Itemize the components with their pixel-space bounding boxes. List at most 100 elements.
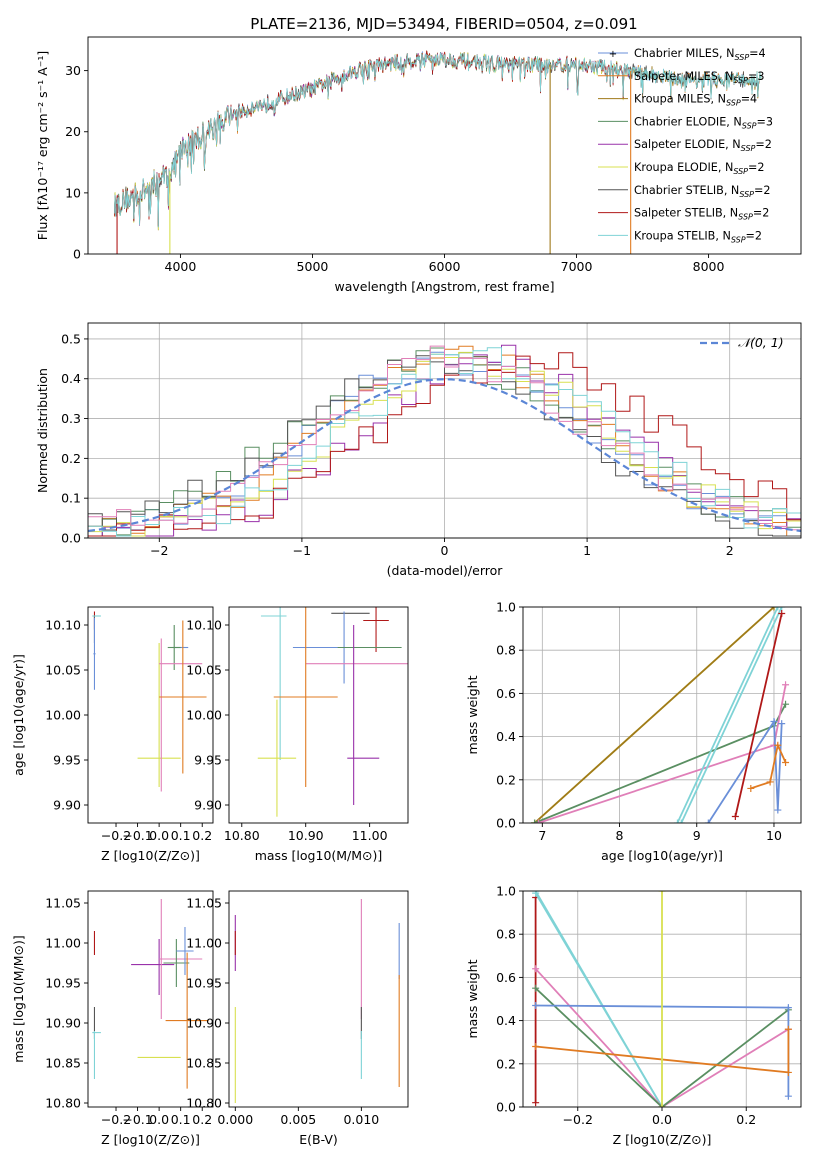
y-tick-label: 0.6 xyxy=(496,686,516,701)
y-axis-label: mass weight xyxy=(465,675,480,754)
plus-marker xyxy=(766,778,774,786)
plot-area xyxy=(88,344,801,538)
y-tick-label: 0.5 xyxy=(61,331,81,346)
legend-subscript: SSP xyxy=(734,53,749,62)
legend-subscript: SSP xyxy=(731,235,746,244)
y-axis-label: age [log10(age/yr)] xyxy=(11,654,26,776)
y-tick-label: 0.1 xyxy=(61,491,81,506)
x-tick-label: 0.1 xyxy=(171,1112,191,1127)
x-axis-label: (data-model)/error xyxy=(387,563,504,578)
x-tick-label: −0.2 xyxy=(563,1112,593,1127)
plus-marker xyxy=(731,813,739,821)
x-axis-label: Z [log10(Z/Z⊙)] xyxy=(101,848,200,863)
plus-marker xyxy=(774,806,782,814)
x-tick-label: 6000 xyxy=(429,259,461,274)
plus-marker xyxy=(532,891,540,897)
plus-marker xyxy=(778,607,786,611)
legend-value: =2 xyxy=(755,138,772,151)
y-tick-label: 10.85 xyxy=(186,1056,222,1071)
x-tick-label: 0.2 xyxy=(192,1112,212,1127)
legend-value: =2 xyxy=(748,161,765,174)
y-tick-label: 0.3 xyxy=(61,411,81,426)
mass-weight-line-4 xyxy=(534,987,789,1107)
errorbar-point-8 xyxy=(167,625,181,670)
x-tick-label: 10 xyxy=(766,828,782,843)
x-tick-label: 10.80 xyxy=(224,828,260,843)
y-tick-label: 0.8 xyxy=(496,643,516,658)
panel-3: 10.80 10.90 11.00 9.90 9.95 10.00 10.05 10.10 ma… xyxy=(186,606,409,863)
y-tick-label: 11.05 xyxy=(45,896,81,911)
y-tick-label: 10.90 xyxy=(45,1016,81,1031)
plus-marker xyxy=(704,819,712,823)
x-tick-label: 10.90 xyxy=(288,828,324,843)
y-tick-label: 0.8 xyxy=(496,927,516,942)
legend-label: Kroupa MILES, NSSP=4 xyxy=(634,93,757,108)
legend-subscript: SSP xyxy=(742,121,757,130)
plot-area xyxy=(257,607,408,817)
y-axis-label: Flux [fλ10⁻¹⁷ erg cm⁻² s⁻¹ A⁻¹] xyxy=(35,51,50,240)
x-tick-label: −0.1 xyxy=(122,828,152,843)
panel-5: −0.2−0.10.0 0.1 0.2 10.80 10.85 10.90 10.95 11.… xyxy=(11,890,214,1147)
x-tick-label: 5000 xyxy=(297,259,329,274)
plus-marker xyxy=(531,819,539,823)
legend-subscript: SSP xyxy=(726,99,741,108)
y-tick-label: 0.2 xyxy=(496,1056,516,1071)
panel-0: 4000 5000 6000 7000 8000 0 10 20 30 wavelength [A… xyxy=(35,36,802,294)
x-tick-label: 2 xyxy=(726,543,734,558)
plus-marker xyxy=(784,1025,792,1033)
panel-7: −0.2 0.0 0.2 0.0 0.2 0.4 0.6 0.8 1.0 Z [log10(Z/Z… xyxy=(465,884,802,1147)
legend-label: Chabrier ELODIE, NSSP=3 xyxy=(634,115,773,130)
mass-weight-line-1 xyxy=(533,607,775,823)
legend-subscript: SSP xyxy=(739,190,754,199)
legend-label: Salpeter ELODIE, NSSP=2 xyxy=(634,138,772,153)
plus-marker xyxy=(784,1068,792,1076)
mass-weight-line-5 xyxy=(676,607,779,823)
legend-value: =3 xyxy=(748,70,765,83)
y-axis-label: mass [log10(M/M⊙)] xyxy=(11,935,26,1063)
legend-label: Salpeter MILES, NSSP=3 xyxy=(634,70,765,85)
plus-marker xyxy=(782,681,790,689)
plus-marker xyxy=(778,609,786,617)
x-tick-label: 0.2 xyxy=(192,828,212,843)
legend-marker: + xyxy=(609,49,617,60)
x-tick-label: 4000 xyxy=(165,259,197,274)
axes-frame xyxy=(228,606,409,824)
y-tick-label: 11.05 xyxy=(186,896,222,911)
x-axis-label: Z [log10(Z/Z⊙)] xyxy=(101,1132,200,1147)
plus-marker xyxy=(784,1092,792,1100)
plus-marker xyxy=(532,1001,540,1009)
errorbar-point-2 xyxy=(93,617,96,690)
plus-marker xyxy=(778,720,786,728)
plus-marker xyxy=(658,1103,666,1107)
legend-subscript: SSP xyxy=(741,144,756,153)
y-tick-label: 0.0 xyxy=(61,531,81,546)
x-tick-label: 7 xyxy=(538,828,546,843)
y-tick-label: 10.10 xyxy=(45,618,81,633)
plus-marker xyxy=(747,784,755,792)
y-tick-label: 10.05 xyxy=(186,663,222,678)
x-tick-label: 0.005 xyxy=(280,1112,316,1127)
mass-weight-line-7 xyxy=(750,742,787,790)
panel-1: −2 −1 0 1 2 0.0 0.1 0.2 0.3 0.4 0.5 (data-model)/er… xyxy=(35,322,802,578)
x-tick-label: 7000 xyxy=(561,259,593,274)
legend-value: =4 xyxy=(749,47,766,60)
y-tick-label: 0.4 xyxy=(496,1013,516,1028)
spectrum-line-7 xyxy=(114,50,630,226)
legend-subscript: SSP xyxy=(733,76,748,85)
x-tick-label: −0.2 xyxy=(101,1112,131,1127)
plot-area xyxy=(114,50,762,254)
histogram-8 xyxy=(88,345,801,538)
mass-weight-line-3 xyxy=(534,968,789,1107)
x-tick-label: 0.2 xyxy=(736,1112,756,1127)
legend-value: =3 xyxy=(756,115,773,128)
y-tick-label: 1.0 xyxy=(496,600,516,615)
y-tick-label: 0.4 xyxy=(496,729,516,744)
x-axis-label: mass [log10(M/M⊙)] xyxy=(255,848,383,863)
y-tick-label: 9.90 xyxy=(53,798,81,813)
plus-marker xyxy=(532,1099,540,1107)
legend-subscript: SSP xyxy=(733,167,748,176)
x-tick-label: −0.1 xyxy=(122,1112,152,1127)
plus-marker xyxy=(774,607,782,611)
y-tick-label: 9.95 xyxy=(53,753,81,768)
y-tick-label: 0.0 xyxy=(496,816,516,831)
